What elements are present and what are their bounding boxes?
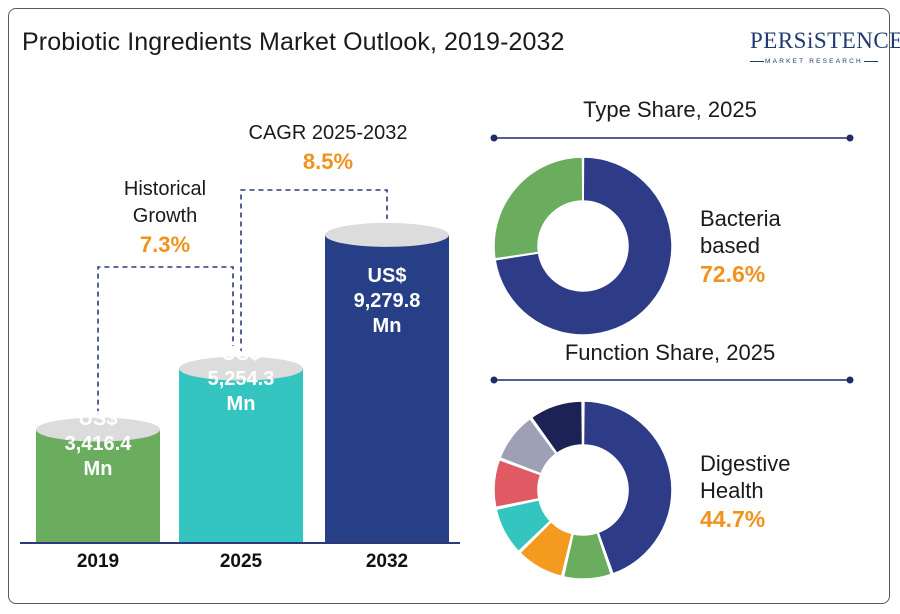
bar-value-label-2019: US$ 3,416.4 Mn (38, 407, 158, 482)
type-share-label: Bacteria based 72.6% (700, 205, 781, 289)
cagr-annotation: CAGR 2025-2032 8.5% (228, 120, 428, 177)
bar-top-cap (179, 356, 303, 381)
type-share-divider (490, 134, 854, 142)
bar-label-amount: 5,254.3 (207, 368, 275, 390)
type-share-title: Type Share, 2025 (583, 97, 757, 122)
cagr-label: CAGR 2025-2032 (248, 122, 408, 144)
bar-label-unit: Mn (372, 315, 402, 337)
cagr-connector (240, 189, 388, 353)
function-share-slice-3 (518, 520, 574, 578)
bar-label-unit: Mn (83, 458, 113, 480)
bar-label-amount: 9,279.8 (353, 290, 421, 312)
function-share-label: Digestive Health 44.7% (700, 450, 790, 534)
bar-body (179, 368, 303, 543)
bar-2025 (179, 356, 303, 543)
bar-2032 (325, 222, 449, 543)
function-share-label-line2: Health (700, 478, 764, 503)
bar-label-currency: US$ (367, 265, 407, 287)
bar-label-currency: US$ (78, 408, 118, 430)
function-share-slice-6 (499, 417, 558, 475)
historical-growth-connector (97, 266, 234, 414)
function-share-slice-4 (495, 498, 552, 553)
bar-label-unit: Mn (226, 393, 256, 415)
x-tick-2019: 2019 (76, 551, 120, 572)
bar-label-amount: 3,416.4 (64, 433, 132, 455)
bar-top-cap (325, 222, 449, 247)
type-share-slice-1 (494, 156, 673, 336)
bar-top-cap (36, 417, 160, 442)
growth-connectors (97, 189, 388, 414)
type-share-value: 72.6% (700, 261, 766, 287)
bar-value-label-2032: US$ 9,279.8 Mn (327, 264, 447, 339)
bar-2019 (36, 417, 160, 543)
type-share-label-line1: Bacteria (700, 206, 781, 231)
historical-growth-label-1: Historical (123, 178, 207, 200)
function-share-slice-5 (493, 458, 542, 509)
function-share-donut (493, 400, 673, 580)
logo-rule-left (750, 61, 764, 62)
x-tick-2032: 2032 (365, 551, 409, 572)
function-share-title: Function Share, 2025 (564, 340, 776, 365)
type-share-slice-2 (493, 156, 584, 260)
historical-growth-label-2: Growth (132, 205, 198, 227)
cagr-value: 8.5% (302, 149, 354, 174)
function-share-divider (490, 376, 854, 384)
bar-chart (36, 222, 449, 543)
bar-body (36, 429, 160, 543)
page-title: Probiotic Ingredients Market Outlook, 20… (22, 28, 565, 56)
bar-value-label-2025: US$ 5,254.3 Mn (181, 342, 301, 417)
logo-wordmark: PERSiSTENCE (750, 28, 900, 53)
function-share-slice-7 (530, 400, 584, 455)
type-share-donut (493, 156, 673, 336)
historical-growth-value: 7.3% (139, 232, 191, 257)
logo-subtitle: MARKET RESEARCH (765, 58, 863, 65)
logo-rule-right (864, 61, 878, 62)
function-share-slice-2 (562, 531, 613, 580)
bar-body (325, 234, 449, 543)
function-share-slice-1 (582, 400, 673, 575)
type-share-label-line2: based (700, 233, 760, 258)
bar-label-currency: US$ (221, 343, 261, 365)
function-share-label-line1: Digestive (700, 451, 791, 476)
function-share-value: 44.7% (700, 506, 766, 532)
brand-logo: PERSiSTENCE MARKET RESEARCH (750, 28, 900, 68)
historical-growth-annotation: Historical Growth 7.3% (100, 176, 230, 260)
x-tick-2025: 2025 (219, 551, 263, 572)
